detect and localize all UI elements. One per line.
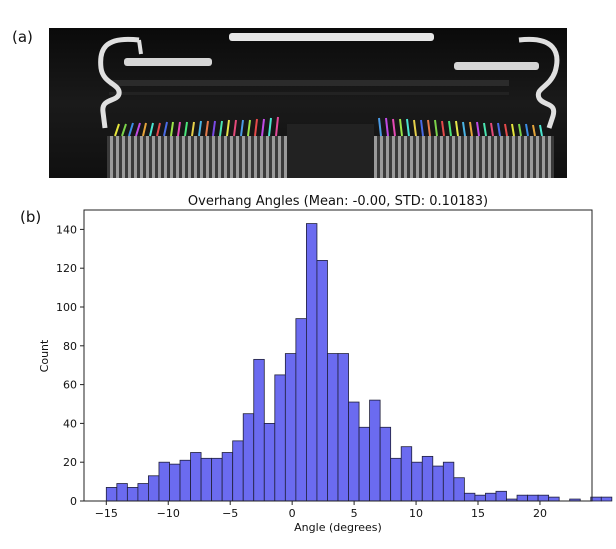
ct-layer [109,80,509,86]
histogram-bar [116,483,128,502]
histogram-bar [548,496,560,502]
chart-title: Overhang Angles (Mean: -0.00, STD: 0.101… [188,194,488,209]
histogram-bar [221,452,234,502]
x-tick-label: −15 [95,507,118,520]
histogram-bar [442,461,455,502]
ct-scan-image [49,28,567,178]
histogram-bar [148,475,160,502]
ct-layer [109,92,509,95]
histogram-bar [369,399,381,502]
histogram-bar [253,358,265,502]
histogram-bar [537,494,550,502]
y-axis-label: Count [38,339,51,372]
x-tick-label: 5 [351,507,358,520]
histogram-bar [379,426,392,502]
histogram-bar [348,401,360,502]
histogram-bar [169,463,181,502]
x-axis-label: Angle (degrees) [294,521,382,534]
y-tick-label: 80 [63,340,77,353]
x-tick-label: 20 [533,507,547,520]
histogram-bar [453,477,465,502]
ct-annotation-lines-right [378,117,543,137]
histogram-bar [600,496,613,502]
x-tick-label: 15 [471,507,485,520]
y-axis-ticks: 0 20 40 60 80 100 120 140 [56,223,84,508]
histogram-bar [411,461,423,502]
histogram-bar [400,446,413,502]
histogram-bar [527,494,539,502]
ct-right-bar [454,62,539,70]
histogram-bar [263,422,276,502]
histogram-bar [463,492,476,502]
y-tick-label: 60 [63,379,77,392]
y-tick-label: 120 [56,262,77,275]
ct-top-bar [229,33,434,41]
y-tick-label: 40 [63,417,77,430]
x-tick-label: −5 [222,507,238,520]
histogram-bar [495,490,507,502]
ct-annotation-lines-left [114,116,279,137]
histogram-panel: Overhang Angles (Mean: -0.00, STD: 0.101… [0,186,616,545]
x-tick-label: 0 [289,507,296,520]
histogram-bar [327,353,339,502]
histogram-bar [242,413,255,502]
histogram-bar [474,494,486,502]
ct-left-clip [98,36,140,129]
y-tick-label: 0 [70,495,77,508]
panel-label-a: (a) [12,28,33,46]
histogram-bar [137,483,149,502]
histogram-bar [485,492,497,502]
histogram-bar [274,374,286,502]
ct-center-gap [287,124,374,178]
histogram-bar [126,487,139,502]
histogram-bar [179,459,191,502]
x-tick-label: 10 [409,507,423,520]
histogram-bar [316,260,328,502]
histogram-bar [211,457,223,502]
x-tick-label: −10 [157,507,180,520]
ct-scan-svg [49,28,567,178]
histogram-bar [105,487,118,502]
histogram-bar [200,457,213,502]
y-tick-label: 100 [56,301,77,314]
ct-right-clip [518,36,560,129]
panel-label-b: (b) [20,208,42,226]
histogram-bar [358,426,370,502]
plot-frame [83,209,593,502]
histogram-bar [284,353,297,502]
y-tick-label: 140 [56,223,77,236]
ct-left-teeth [107,136,287,178]
histogram-bar [421,455,434,502]
histogram-bar [432,465,444,502]
histogram-bar [158,461,170,502]
histogram-bars [105,223,613,502]
histogram-bar [390,457,402,502]
histogram-bar [337,353,349,502]
histogram-bar [190,452,202,502]
histogram-chart: Overhang Angles (Mean: -0.00, STD: 0.101… [38,194,613,534]
ct-left-bar [124,58,212,66]
histogram-bar [516,494,528,502]
histogram-bar [306,223,318,502]
histogram-bar [295,318,307,502]
x-axis-ticks: −15 −10 −5 0 5 10 15 20 [95,501,547,520]
y-tick-label: 20 [63,456,77,469]
histogram-bar [232,440,244,502]
ct-right-teeth [374,136,554,178]
